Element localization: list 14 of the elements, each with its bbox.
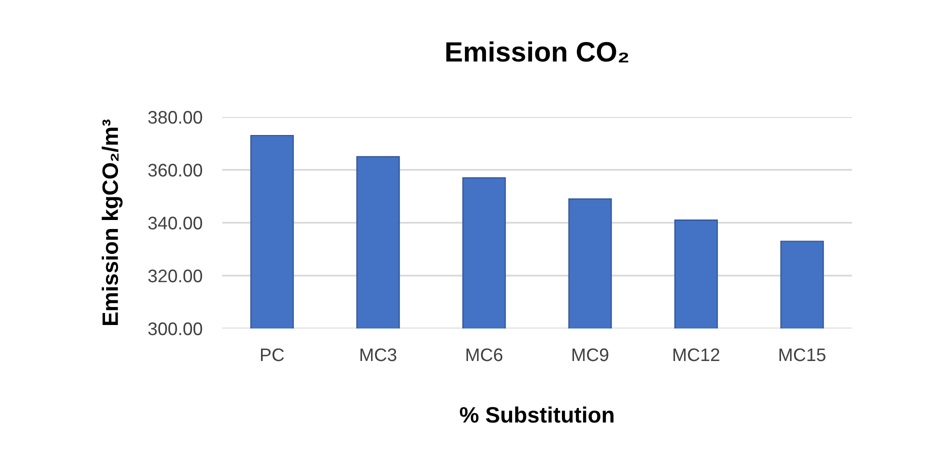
- y-tick-label: 300.00: [148, 322, 202, 336]
- x-tick-label: MC3: [360, 348, 396, 362]
- x-tick-label: MC12: [673, 348, 720, 362]
- x-axis-title: % Substitution: [460, 406, 614, 423]
- x-tick-label: MC9: [572, 348, 608, 362]
- y-tick-label: 340.00: [148, 216, 202, 230]
- y-tick-label: 360.00: [148, 164, 202, 177]
- y-axis-title: Emission kgCO₂/m³: [102, 120, 123, 325]
- y-tick-label: 320.00: [148, 270, 202, 282]
- x-tick-label: PC: [261, 348, 284, 362]
- x-tick-label: MC6: [466, 348, 502, 362]
- x-tick-label: MC15: [780, 348, 826, 362]
- chart-title: Emission CO₂: [446, 41, 628, 62]
- y-tick-label: 380.00: [148, 110, 202, 124]
